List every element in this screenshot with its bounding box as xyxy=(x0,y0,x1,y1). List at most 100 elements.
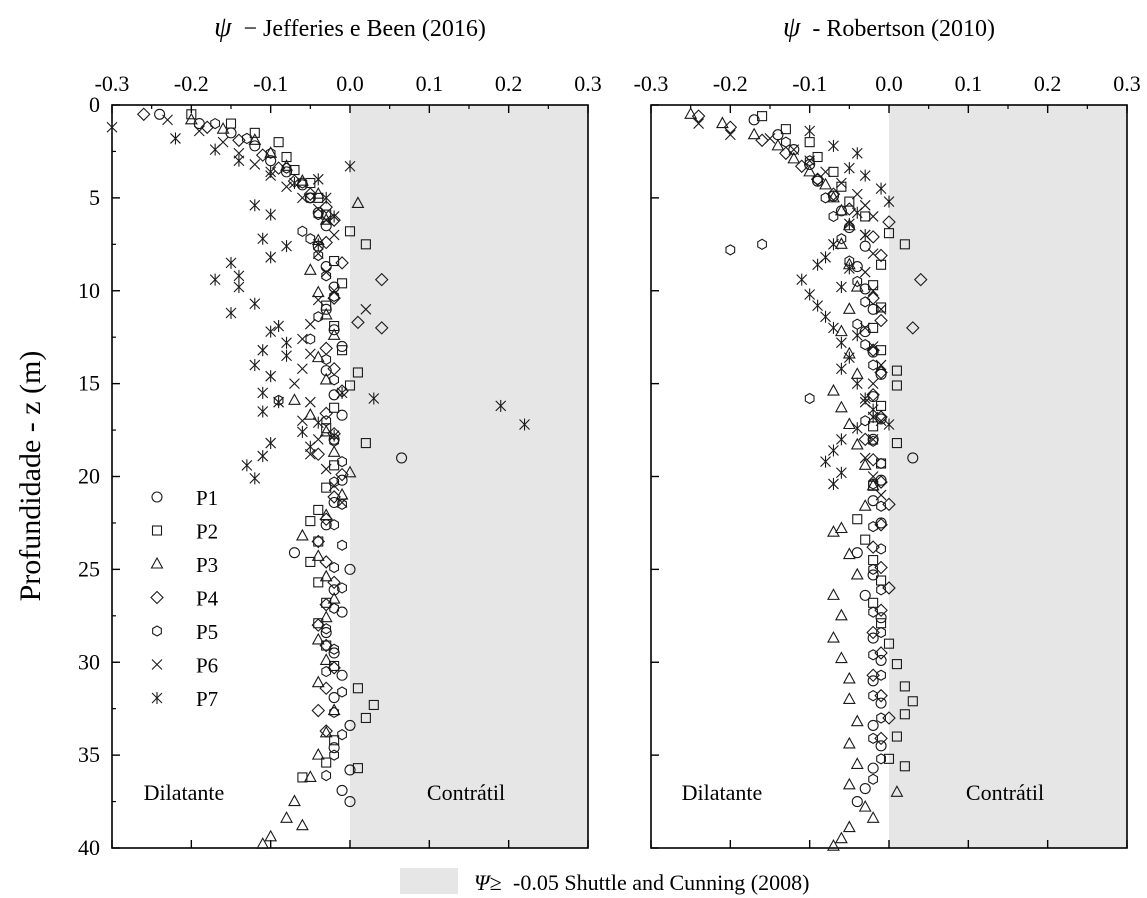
right-point-p1 xyxy=(867,569,879,581)
right-point-p3 xyxy=(850,567,864,580)
right-point-p5 xyxy=(868,606,879,618)
left-point-p6 xyxy=(249,159,261,170)
legend-marker-p4 xyxy=(150,590,164,605)
left-point-p5 xyxy=(329,519,340,531)
right-point-p3 xyxy=(827,630,840,643)
left-ytick-label: 15 xyxy=(78,371,100,396)
left-point-p4 xyxy=(311,447,326,461)
right-point-p4 xyxy=(882,497,896,512)
right-point-p2 xyxy=(844,196,855,207)
left-point-p3 xyxy=(311,350,325,363)
right-point-p5 xyxy=(804,392,815,405)
left-ytick-label: 20 xyxy=(78,464,100,489)
left-point-p4 xyxy=(319,341,333,356)
right-point-p5 xyxy=(876,457,886,470)
left-point-p5 xyxy=(329,290,340,302)
left-point-p3 xyxy=(319,508,333,521)
left-ytick-label: 10 xyxy=(78,278,100,303)
left-point-p7 xyxy=(368,392,380,405)
left-point-p1 xyxy=(336,784,348,796)
right-point-p7 xyxy=(828,477,839,490)
right-point-p4 xyxy=(874,518,888,532)
right-point-p5 xyxy=(828,210,839,223)
right-point-p3 xyxy=(850,714,864,727)
left-point-p5 xyxy=(210,117,221,130)
right-point-p7 xyxy=(812,258,823,271)
right-point-p3 xyxy=(827,588,840,600)
right-point-p5 xyxy=(780,136,791,148)
right-point-p3 xyxy=(827,839,840,851)
right-point-p3 xyxy=(842,671,856,684)
right-contractile-region xyxy=(889,105,1127,848)
right-point-p5 xyxy=(860,338,871,351)
right-point-p4 xyxy=(882,581,896,595)
right-point-p6 xyxy=(875,489,887,501)
legend-label-p5: P5 xyxy=(196,620,218,644)
right-point-p1 xyxy=(875,413,887,425)
left-point-p7 xyxy=(249,297,261,310)
right-point-p7 xyxy=(875,182,887,195)
right-point-p2 xyxy=(868,555,879,566)
left-point-p7 xyxy=(304,440,316,453)
left-point-p7 xyxy=(249,199,261,212)
left-point-p5 xyxy=(313,311,324,323)
right-point-p3 xyxy=(819,177,832,190)
right-point-p4 xyxy=(826,187,841,201)
left-point-p5 xyxy=(305,333,316,345)
right-region-contratil: Contrátil xyxy=(966,780,1044,805)
left-point-p5 xyxy=(329,476,340,488)
right-point-p5 xyxy=(868,521,879,533)
left-point-p7 xyxy=(233,154,245,167)
left-point-p2 xyxy=(352,683,363,694)
right-point-p2 xyxy=(883,753,895,764)
left-point-p6 xyxy=(328,285,340,297)
right-point-p1 xyxy=(907,452,919,464)
left-point-p4 xyxy=(319,724,333,738)
left-title-symbol: ψ xyxy=(214,12,232,43)
right-point-p5 xyxy=(868,732,879,745)
right-title: ψ - Robertson (2010) xyxy=(783,12,995,43)
left-point-p3 xyxy=(295,528,309,541)
right-point-p5 xyxy=(868,649,879,661)
left-point-p3 xyxy=(319,307,333,320)
right-point-p7 xyxy=(836,466,847,479)
left-point-p6 xyxy=(328,480,340,492)
left-point-p3 xyxy=(311,549,325,561)
left-point-p7 xyxy=(336,386,348,399)
left-point-p3 xyxy=(303,770,317,782)
right-point-p6 xyxy=(851,188,863,200)
right-point-p3 xyxy=(842,692,856,704)
left-point-p1 xyxy=(336,474,348,486)
left-point-p5 xyxy=(281,162,292,174)
right-point-p1 xyxy=(875,740,887,752)
left-ytick-label: 0 xyxy=(89,92,100,117)
left-point-p1 xyxy=(344,719,356,731)
left-point-p4 xyxy=(374,321,389,335)
right-xtick-label: -0.1 xyxy=(792,71,827,96)
right-point-p5 xyxy=(852,318,863,330)
left-xtick-label: -0.1 xyxy=(253,71,288,96)
left-point-p5 xyxy=(313,249,324,262)
left-point-p2 xyxy=(321,209,332,220)
left-point-p7 xyxy=(297,425,308,438)
left-point-p3 xyxy=(311,632,325,645)
right-point-p2 xyxy=(836,181,847,192)
right-point-p4 xyxy=(874,313,888,328)
left-point-p4 xyxy=(335,467,349,482)
right-point-p7 xyxy=(851,377,863,390)
left-point-p6 xyxy=(312,248,324,259)
left-point-p5 xyxy=(337,539,347,551)
right-point-p6 xyxy=(867,285,879,297)
legend-label-p3: P3 xyxy=(196,553,218,577)
right-xtick-label: -0.3 xyxy=(634,71,669,96)
left-point-p7 xyxy=(225,256,237,269)
right-point-p4 xyxy=(866,230,880,244)
right-point-p7 xyxy=(883,195,895,208)
right-point-p4 xyxy=(874,646,888,660)
right-point-p7 xyxy=(820,455,831,468)
right-point-p5 xyxy=(812,173,823,185)
left-point-p6 xyxy=(297,333,308,345)
right-point-p5 xyxy=(725,244,736,256)
left-point-p7 xyxy=(320,191,332,204)
right-point-p1 xyxy=(867,391,879,403)
